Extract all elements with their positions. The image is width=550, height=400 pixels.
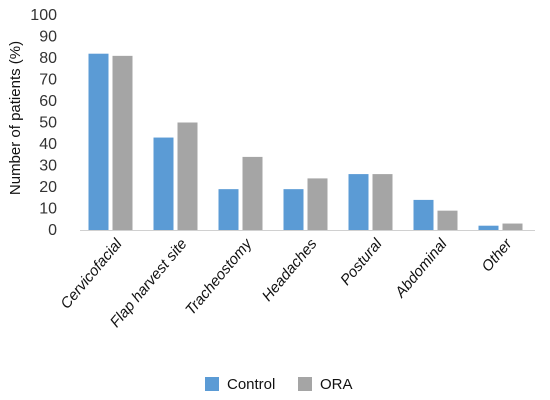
y-tick-label: 10 [39,201,57,218]
bar-ora-abdominal [437,210,458,230]
bar-ora-other [502,223,523,230]
y-tick-label: 20 [39,179,57,196]
bar-control-headaches [283,189,304,230]
y-tick-label: 80 [39,50,57,67]
legend-swatch-ora [298,377,312,391]
legend-label-control: Control [227,376,275,393]
bar-control-cervicofacial [88,53,109,231]
x-category-label: Abdominal [391,235,451,301]
y-tick-label: 60 [39,93,57,110]
legend: Control ORA [205,376,353,393]
x-category-label: Other [478,235,516,275]
y-tick-label: 0 [48,222,57,239]
bar-control-tracheostomy [218,189,239,230]
x-category-label: Cervicofacial [57,235,126,312]
bar-ora-flap-harvest-site [177,122,198,230]
y-tick-label: 70 [39,72,57,89]
bar-ora-tracheostomy [242,156,263,230]
bar-control-other [478,225,499,230]
y-tick-label: 100 [30,7,57,24]
x-category-label: Postural [337,235,386,289]
y-axis-label: Number of patients (%) [7,41,24,195]
bar-ora-postural [372,174,393,230]
y-tick-label: 90 [39,29,57,46]
x-category-label: Headaches [259,235,321,304]
y-tick-label: 50 [39,115,57,132]
bar-ora-cervicofacial [112,55,133,230]
bar-control-abdominal [413,199,434,230]
y-tick-label: 30 [39,158,57,175]
y-axis-ticks: 0 10 20 30 40 50 60 70 80 90 100 [30,7,57,239]
x-category-label: Tracheostomy [182,234,256,318]
bar-control-flap-harvest-site [153,137,174,230]
bars [88,53,523,231]
y-tick-label: 40 [39,136,57,153]
legend-label-ora: ORA [320,376,353,393]
bar-ora-headaches [307,178,328,230]
legend-swatch-control [205,377,219,391]
bar-control-postural [348,174,369,230]
